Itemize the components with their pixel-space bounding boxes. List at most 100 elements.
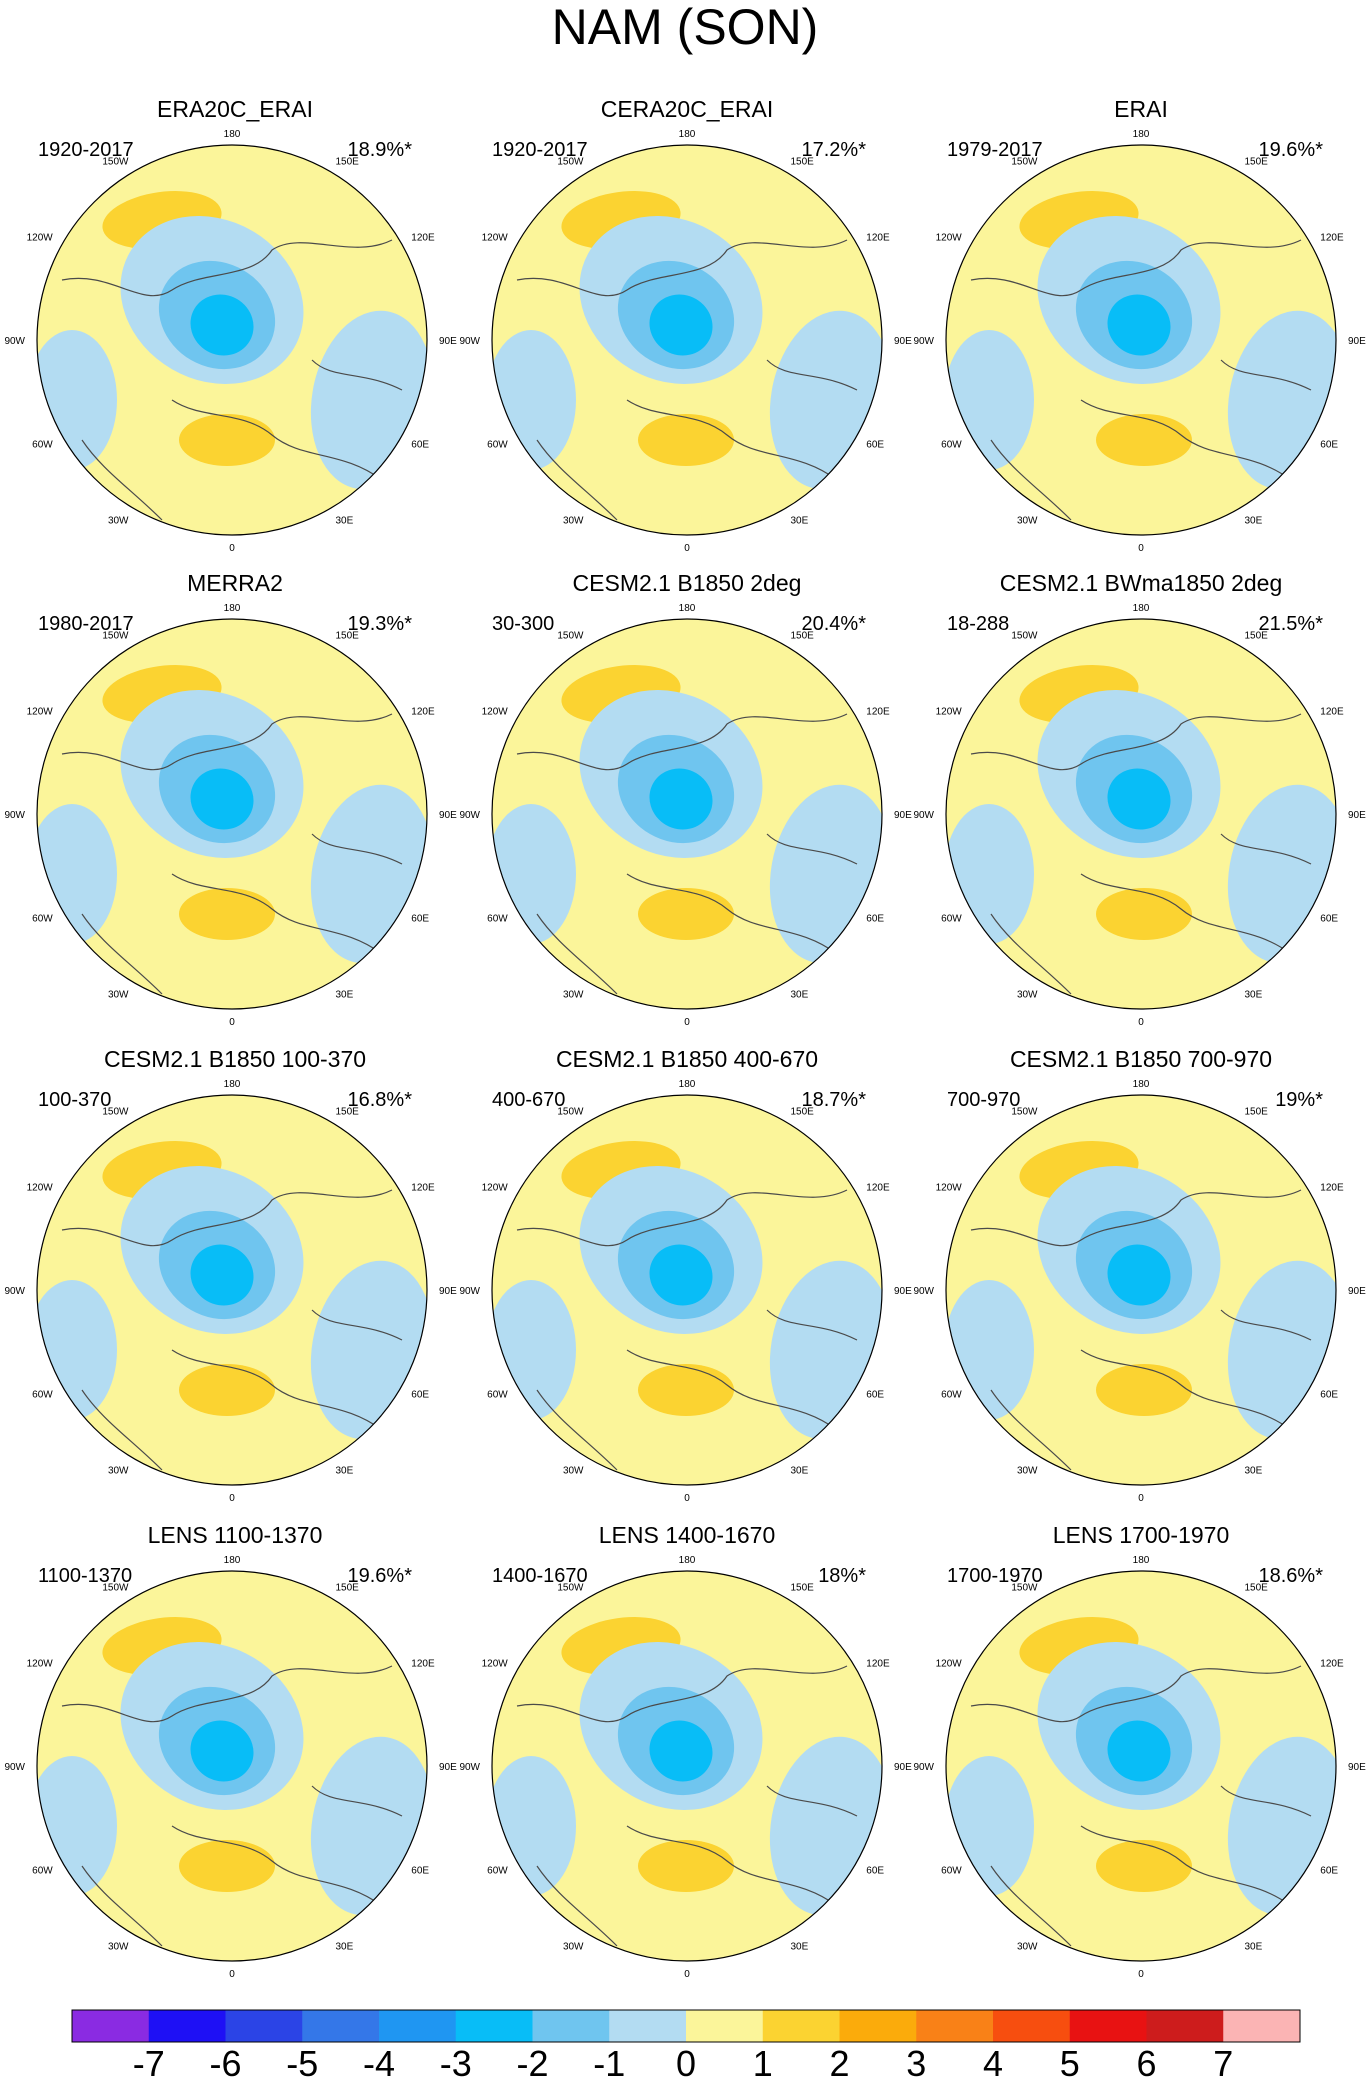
colorbar-swatch xyxy=(839,2010,917,2042)
colorbar-swatch xyxy=(609,2010,687,2042)
coastline xyxy=(970,1189,1312,1471)
longitude-label: 0 xyxy=(684,1969,690,1980)
longitude-label: 60W xyxy=(941,914,962,925)
colorbar-label: -4 xyxy=(363,2043,395,2082)
longitude-label: 180 xyxy=(224,1079,241,1090)
panel-variance: 18.9%* xyxy=(348,139,413,161)
coastline xyxy=(516,1665,858,1947)
longitude-label: 60W xyxy=(32,1866,53,1877)
longitude-label: 120E xyxy=(866,233,890,244)
longitude-label: 30E xyxy=(791,989,809,1000)
longitude-label: 120W xyxy=(27,1659,54,1670)
longitude-label: 30W xyxy=(1017,1465,1038,1476)
longitude-label: 120E xyxy=(866,1183,890,1194)
longitude-label: 120E xyxy=(1320,1183,1344,1194)
colorbar-label: 1 xyxy=(753,2043,773,2082)
anomaly-contour xyxy=(649,768,713,830)
longitude-label: 30E xyxy=(791,1465,809,1476)
longitude-label: 90E xyxy=(439,336,457,347)
longitude-label: 90W xyxy=(913,1762,934,1773)
polar-map: 180 150E 120E 90E 60E 30E 0 30W 60W 90W 120W 150W xyxy=(913,129,1366,554)
anomaly-contour xyxy=(179,414,275,466)
colorbar-swatch xyxy=(455,2010,533,2042)
panel-period: 1980-2017 xyxy=(38,613,134,635)
coastline xyxy=(61,239,403,521)
colorbar-frame xyxy=(71,2009,1301,2043)
longitude-label: 150W xyxy=(557,1583,584,1594)
panel-title: CESM2.1 B1850 400-670 xyxy=(556,1046,818,1072)
longitude-label: 120W xyxy=(482,707,509,718)
longitude-label: 90W xyxy=(913,1286,934,1297)
longitude-label: 180 xyxy=(224,129,241,140)
colorbar-label: -3 xyxy=(440,2043,472,2082)
longitude-label: 150E xyxy=(791,1107,815,1118)
longitude-label: 60E xyxy=(1320,1390,1338,1401)
colorbar-label: 6 xyxy=(1136,2043,1156,2082)
panel-title: CESM2.1 BWma1850 2deg xyxy=(1000,570,1283,596)
longitude-label: 90E xyxy=(439,1762,457,1773)
longitude-label: 60E xyxy=(411,440,429,451)
longitude-label: 150W xyxy=(1011,1583,1038,1594)
longitude-label: 90W xyxy=(4,810,25,821)
longitude-label: 60W xyxy=(487,914,508,925)
polar-map: 180 150E 120E 90E 60E 30E 0 30W 60W 90W 120W 150W xyxy=(459,1079,912,1504)
longitude-label: 180 xyxy=(679,1555,696,1566)
longitude-label: 0 xyxy=(229,543,235,554)
longitude-label: 60E xyxy=(411,1390,429,1401)
longitude-label: 150W xyxy=(557,1107,584,1118)
colorbar-swatch xyxy=(762,2010,840,2042)
map-border xyxy=(36,1094,428,1486)
panel-7: CESM2.1 B1850 100-370 100-370 16.8%* 180… xyxy=(4,1046,457,1504)
anomaly-contour xyxy=(1107,1244,1171,1306)
panel-title: CESM2.1 B1850 100-370 xyxy=(104,1046,366,1072)
colorbar-swatch xyxy=(532,2010,610,2042)
longitude-label: 30W xyxy=(108,1465,129,1476)
colorbar-label: -1 xyxy=(593,2043,625,2082)
map-border xyxy=(491,144,883,536)
panel-variance: 18%* xyxy=(818,1565,866,1587)
longitude-label: 120W xyxy=(482,1659,509,1670)
longitude-label: 30W xyxy=(108,989,129,1000)
longitude-label: 60W xyxy=(487,440,508,451)
longitude-label: 150W xyxy=(1011,157,1038,168)
longitude-label: 150E xyxy=(336,1583,360,1594)
coastline xyxy=(61,1189,403,1471)
anomaly-contour xyxy=(190,1720,254,1782)
longitude-label: 90E xyxy=(894,1286,912,1297)
colorbar-label: -6 xyxy=(209,2043,241,2082)
panel-variance: 19.6%* xyxy=(348,1565,413,1587)
longitude-label: 30E xyxy=(791,1941,809,1952)
longitude-label: 150W xyxy=(557,631,584,642)
longitude-label: 60W xyxy=(32,440,53,451)
panel-title: ERAI xyxy=(1114,96,1168,122)
longitude-label: 120E xyxy=(411,707,435,718)
longitude-label: 60W xyxy=(32,914,53,925)
panel-title: CERA20C_ERAI xyxy=(601,96,774,122)
anomaly-contour xyxy=(649,294,713,356)
longitude-label: 90E xyxy=(1348,1762,1366,1773)
longitude-label: 120E xyxy=(411,1183,435,1194)
anomaly-contour xyxy=(1107,294,1171,356)
longitude-label: 150W xyxy=(102,1583,129,1594)
coastline xyxy=(516,1189,858,1471)
longitude-label: 90E xyxy=(1348,810,1366,821)
anomaly-contour xyxy=(638,1364,734,1416)
longitude-label: 90E xyxy=(894,1762,912,1773)
longitude-label: 30E xyxy=(791,515,809,526)
colorbar-label: 0 xyxy=(676,2043,696,2082)
longitude-label: 150W xyxy=(102,157,129,168)
longitude-label: 30W xyxy=(108,1941,129,1952)
longitude-label: 60E xyxy=(411,914,429,925)
panel-1: ERA20C_ERAI 1920-2017 18.9%* 180 150E 120E… xyxy=(4,96,457,554)
longitude-label: 180 xyxy=(1133,129,1150,140)
polar-map: 180 150E 120E 90E 60E 30E 0 30W 60W 90W 120W 150W xyxy=(4,1079,457,1504)
map-border xyxy=(945,618,1337,1010)
coastline xyxy=(516,239,858,521)
anomaly-contour xyxy=(190,768,254,830)
panel-variance: 19%* xyxy=(1275,1089,1323,1111)
longitude-label: 60W xyxy=(941,1390,962,1401)
longitude-label: 120E xyxy=(1320,233,1344,244)
panel-period: 1400-1670 xyxy=(492,1565,588,1587)
panel-variance: 17.2%* xyxy=(802,139,867,161)
